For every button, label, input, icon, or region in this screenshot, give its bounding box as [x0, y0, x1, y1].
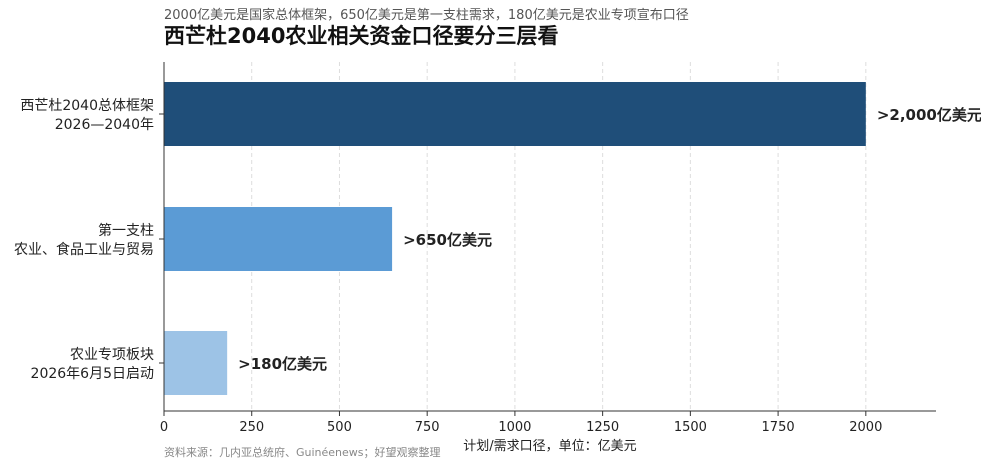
- chart-title: 西芒杜2040农业相关资金口径要分三层看: [164, 24, 559, 48]
- data-label: >2,000亿美元: [877, 106, 981, 124]
- data-label: >650亿美元: [403, 231, 492, 249]
- x-tick-label: 2000: [849, 420, 882, 435]
- x-tick-label: 250: [239, 420, 264, 435]
- x-axis-label: 计划/需求口径，单位：亿美元: [463, 439, 636, 454]
- category-label: 2026—2040年: [55, 117, 154, 133]
- category-label: 农业、食品工业与贸易: [14, 241, 154, 258]
- x-tick-label: 1000: [498, 420, 531, 435]
- x-tick-label: 750: [415, 420, 440, 435]
- chart-subtitle: 2000亿美元是国家总体框架，650亿美元是第一支柱需求，180亿美元是农业专项…: [164, 8, 689, 23]
- category-label: 2026年6月5日启动: [31, 366, 154, 382]
- x-tick-label: 1250: [586, 420, 619, 435]
- category-label: 农业专项板块: [70, 347, 154, 363]
- category-label: 第一支柱: [98, 222, 154, 239]
- x-tick-label: 1500: [674, 420, 707, 435]
- category-label: 西芒杜2040总体框架: [20, 98, 154, 114]
- data-label: >180亿美元: [238, 355, 327, 373]
- bar: [164, 82, 866, 146]
- x-tick-label: 500: [327, 420, 352, 435]
- source-note: 资料来源：几内亚总统府、Guinéenews；好望观察整理: [164, 446, 441, 459]
- x-tick-label: 0: [160, 420, 168, 435]
- x-tick-label: 1750: [762, 420, 795, 435]
- bar: [164, 207, 393, 271]
- bar: [164, 331, 228, 395]
